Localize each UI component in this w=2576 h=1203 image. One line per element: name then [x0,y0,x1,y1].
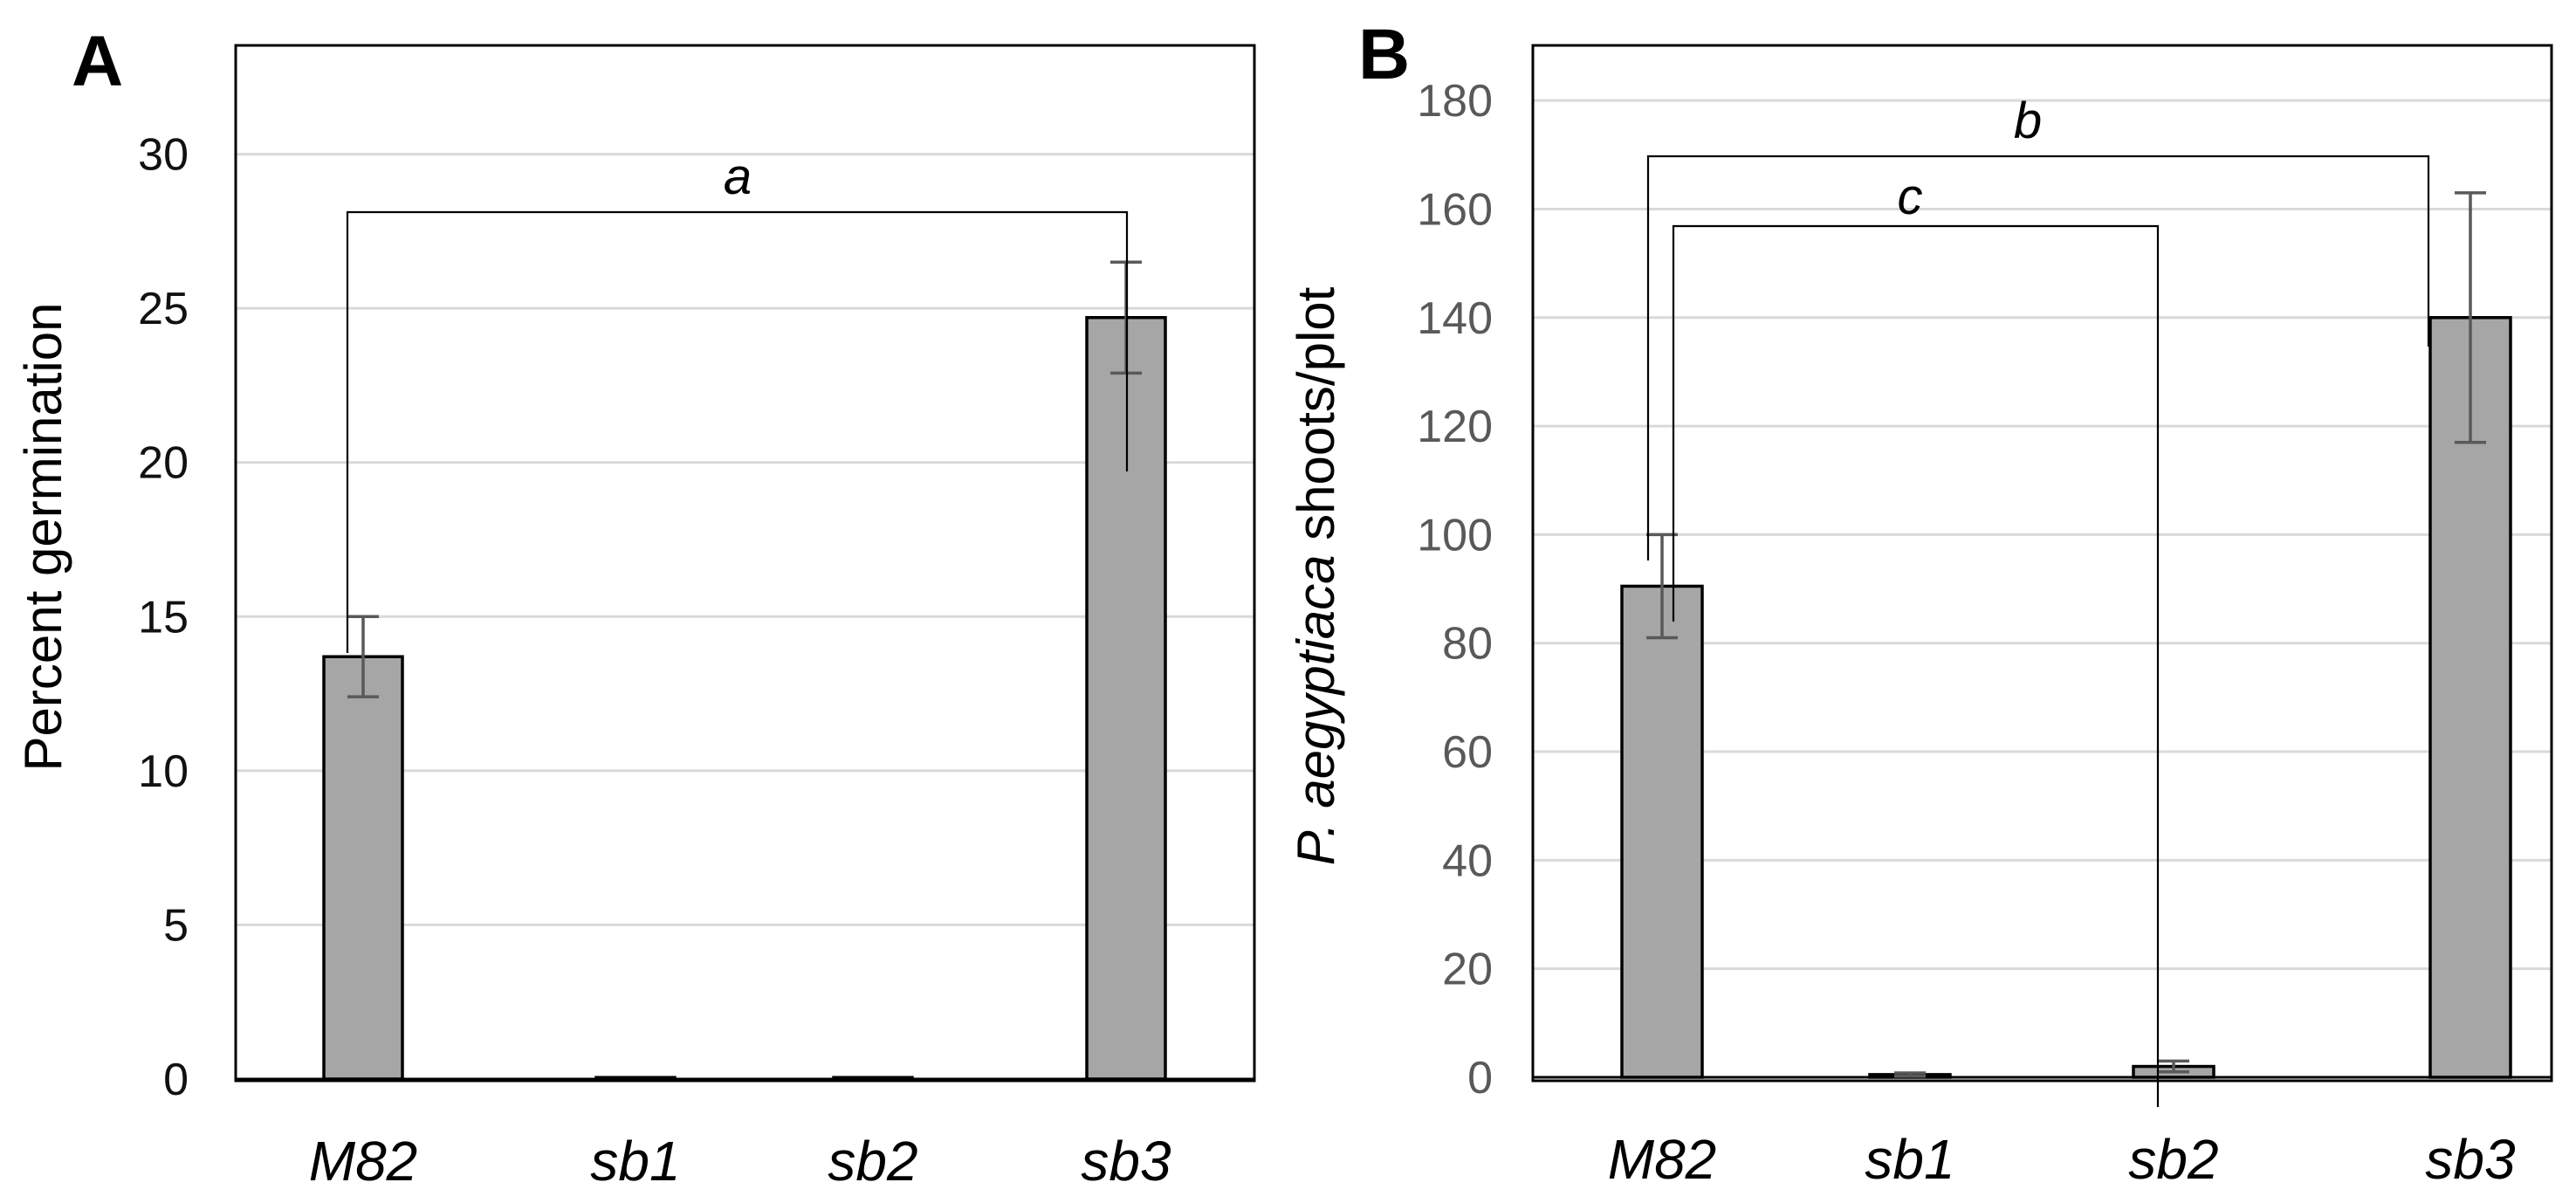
significance-bracket-a [346,210,1129,653]
plot-frame-a [234,44,1256,1083]
significance-label-c: c [1898,168,1923,225]
y-tick-label: 0 [1467,1053,1493,1103]
x-category-label-M82: M82 [1608,1128,1717,1191]
bars-a [322,316,1167,1081]
y-tick-label: 30 [138,130,189,181]
error-bars-b [1646,191,2486,1078]
bar-sb1 [594,1076,677,1081]
x-categories-a: M82 sb1 sb2 sb3 [309,1130,1171,1193]
panel-letter-a: A [72,22,123,101]
y-ticks-b: 0 20 40 60 80 100 120 140 160 180 [1417,76,1493,1103]
y-axis-label-b-italic: P. aegyptiaca [1287,555,1345,866]
y-tick-label: 140 [1417,293,1493,344]
x-category-label-sb1: sb1 [1865,1128,1954,1191]
bar-M82 [1620,584,1704,1079]
significance-bracket-c [1672,224,2160,1107]
bar-sb3 [2428,316,2512,1079]
y-tick-label: 160 [1417,184,1493,235]
error-bars-a [347,260,1142,698]
y-tick-label: 80 [1442,619,1493,670]
significance-label-a: a [724,148,752,205]
x-category-label-sb2: sb2 [2128,1128,2218,1191]
y-tick-label: 60 [1442,727,1493,778]
y-tick-label: 180 [1417,76,1493,127]
y-axis-label-b-rest: shoots/plot [1287,286,1345,554]
significance-label-b: b [2014,93,2042,149]
y-tick-label: 25 [138,284,189,334]
x-category-label-sb2: sb2 [828,1130,917,1193]
panel-a: A Percent germination 0 5 10 15 20 25 30 M82 sb… [14,22,1256,1193]
y-tick-label: 5 [163,900,189,951]
y-axis-label-b: P. aegyptiaca shoots/plot [1287,286,1345,865]
significance-bracket-b [1646,155,2430,560]
y-tick-label: 0 [163,1055,189,1105]
bars-b [1620,316,2512,1079]
y-tick-label: 10 [138,746,189,797]
gridlines-a [236,153,1254,1081]
plot-frame-b [1531,44,2553,1083]
significance-b: bc [1646,93,2430,1107]
x-category-label-sb1: sb1 [590,1130,680,1193]
x-category-label-sb3: sb3 [1081,1130,1171,1193]
bar-M82 [322,655,404,1081]
y-tick-label: 20 [138,438,189,489]
x-categories-b: M82 sb1 sb2 sb3 [1608,1128,2516,1191]
y-tick-label: 20 [1442,945,1493,995]
significance-a: a [346,148,1129,653]
bar-sb2 [832,1076,914,1081]
x-category-label-M82: M82 [309,1130,418,1193]
y-tick-label: 15 [138,592,189,643]
y-tick-label: 40 [1442,835,1493,886]
y-ticks-a: 0 5 10 15 20 25 30 [138,130,189,1105]
panel-letter-b: B [1358,15,1410,94]
x-category-label-sb3: sb3 [2425,1128,2516,1191]
y-tick-label: 100 [1417,510,1493,560]
y-tick-label: 120 [1417,402,1493,452]
y-axis-label-a: Percent germination [14,303,72,772]
panel-b: B P. aegyptiaca shoots/plot 0 20 40 60 80 100… [1287,15,2553,1191]
